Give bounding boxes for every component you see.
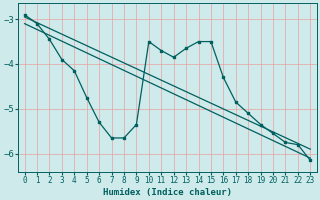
X-axis label: Humidex (Indice chaleur): Humidex (Indice chaleur) [103,188,232,197]
